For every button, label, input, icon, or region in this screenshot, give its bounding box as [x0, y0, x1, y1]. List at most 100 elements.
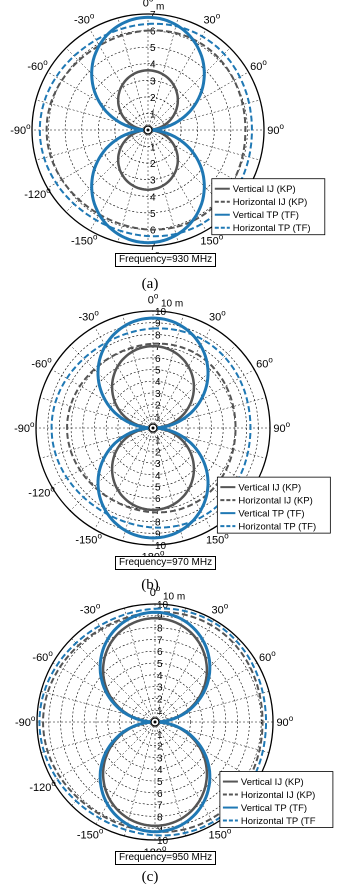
- frequency-label: Frequency=970 MHz: [115, 556, 217, 570]
- grid-spoke: [71, 721, 156, 806]
- angle-tick-label: 30o: [209, 309, 226, 324]
- grid-spoke: [51, 427, 154, 487]
- grid-spoke: [152, 345, 236, 429]
- radial-tick-label: 1: [157, 706, 163, 717]
- radial-tick-label: 3: [157, 753, 163, 764]
- figure-caption: (a): [141, 276, 159, 292]
- degree-symbol: o: [30, 420, 35, 429]
- radial-tick-label: 6: [155, 494, 161, 505]
- angle-tick-label: -120o: [24, 186, 51, 201]
- radial-tick-label: 2: [155, 447, 161, 458]
- grid-spoke: [94, 427, 154, 530]
- degree-symbol: o: [154, 291, 159, 300]
- grid-ring: [131, 698, 179, 746]
- angle-tick-label: 30o: [212, 602, 229, 617]
- radial-tick-label: 3: [150, 76, 156, 87]
- series-line: [38, 22, 253, 238]
- series-line: [96, 316, 210, 540]
- grid-ring: [83, 650, 227, 794]
- angle-tick-label: -60o: [27, 58, 48, 73]
- angle-tick-label: -60o: [31, 356, 52, 371]
- degree-symbol: o: [99, 826, 104, 835]
- radial-tick-label: 3: [150, 176, 156, 187]
- grid-spoke: [65, 129, 149, 213]
- legend-label: Horizontal IJ (KP): [238, 496, 312, 507]
- grid-spoke: [152, 314, 184, 429]
- radial-tick-label: 2: [150, 159, 156, 170]
- angle-tick-label: -90o: [14, 420, 35, 435]
- legend-box: [211, 178, 326, 236]
- degree-symbol: o: [289, 714, 294, 723]
- center-dot: [153, 720, 157, 724]
- degree-symbol: o: [94, 309, 99, 318]
- angle-tick-label: 90o: [267, 122, 284, 137]
- radial-tick-label: 6: [157, 789, 163, 800]
- grid-ring: [82, 357, 224, 499]
- grid-ring: [119, 686, 191, 758]
- radial-tick-label: 5: [155, 366, 161, 377]
- radial-tick-label: 1: [150, 109, 156, 120]
- legend-label: Vertical TP (TF): [238, 509, 304, 520]
- degree-symbol: o: [160, 549, 165, 558]
- angle-tick-label: 60o: [256, 356, 273, 371]
- center-dot: [146, 128, 150, 132]
- polar-chart-a: 112233445566770o30o60o90o120o150o180o-15…: [0, 0, 345, 300]
- radial-tick-label: 2: [150, 93, 156, 104]
- grid-ring: [129, 404, 177, 452]
- legend-label: Vertical TP (TF): [241, 803, 307, 814]
- legend-label: Horizontal IJ (KP): [241, 790, 315, 801]
- legend-label: Vertical IJ (KP): [241, 777, 304, 788]
- angle-tick-label: 90o: [273, 420, 290, 435]
- polar-plot-c: 11223344556677889910100o30o60o90o120o150…: [15, 584, 334, 859]
- frequency-label: Frequency=930 MHz: [115, 253, 217, 267]
- outer-ring: [31, 13, 265, 247]
- degree-symbol: o: [50, 484, 55, 493]
- radial-unit-label: m: [156, 2, 164, 13]
- angle-tick-label: -90o: [15, 714, 36, 729]
- grid-spoke: [65, 47, 149, 131]
- radial-unit-label: 10 m: [163, 592, 185, 603]
- radial-unit-label: 10 m: [161, 299, 183, 310]
- degree-symbol: o: [271, 649, 276, 658]
- radial-tick-label: 2: [157, 742, 163, 753]
- degree-symbol: o: [149, 0, 154, 3]
- legend-label: Horizontal TP (TF): [233, 223, 311, 234]
- degree-symbol: o: [51, 779, 56, 788]
- legend-label: Horizontal TP (TF): [238, 522, 316, 533]
- radial-tick-label: 2: [157, 694, 163, 705]
- degree-symbol: o: [43, 58, 48, 67]
- radial-tick-label: 1: [150, 143, 156, 154]
- degree-symbol: o: [47, 356, 52, 365]
- frequency-label: Frequency=950 MHz: [115, 851, 217, 865]
- grid-ring: [94, 369, 212, 487]
- radial-tick-label: 1: [157, 730, 163, 741]
- degree-symbol: o: [162, 844, 167, 853]
- grid-spoke: [154, 638, 239, 723]
- radial-tick-label: 1: [155, 412, 161, 423]
- grid-ring: [60, 627, 250, 817]
- radial-tick-label: 9: [155, 529, 161, 540]
- series-line: [50, 327, 252, 529]
- legend: Vertical IJ (KP) Horizontal IJ (KP) Vertic…: [216, 476, 331, 534]
- grid-spoke: [51, 369, 154, 429]
- angle-tick-label: -150o: [71, 233, 98, 248]
- radial-tick-label: 10: [157, 836, 169, 847]
- grid-spoke: [95, 721, 156, 825]
- radial-tick-label: 6: [155, 354, 161, 365]
- angle-tick-label: -30o: [80, 602, 101, 617]
- series-line: [90, 15, 206, 245]
- polar-grid: [36, 603, 274, 841]
- angle-tick-label: 30o: [203, 11, 220, 26]
- grid-ring: [48, 615, 262, 829]
- degree-symbol: o: [224, 602, 229, 611]
- radial-tick-label: 10: [155, 541, 167, 552]
- figure-caption: (b): [141, 577, 159, 593]
- grid-ring: [95, 662, 215, 782]
- radial-tick-label: 7: [157, 635, 163, 646]
- radial-tick-label: 8: [155, 518, 161, 529]
- angle-tick-label: 0o: [150, 584, 161, 599]
- angle-tick-label: 90o: [276, 714, 293, 729]
- grid-spoke: [35, 99, 149, 131]
- grid-ring: [72, 639, 238, 805]
- degree-symbol: o: [279, 122, 284, 131]
